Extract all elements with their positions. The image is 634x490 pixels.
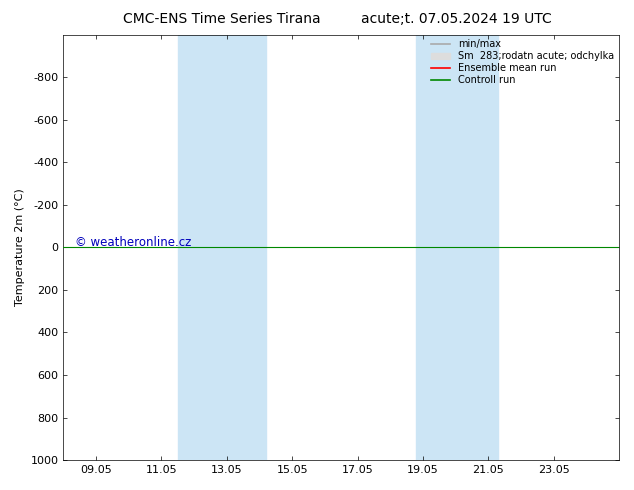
Text: acute;t. 07.05.2024 19 UTC: acute;t. 07.05.2024 19 UTC xyxy=(361,12,552,26)
Y-axis label: Temperature 2m (°C): Temperature 2m (°C) xyxy=(15,189,25,306)
Text: CMC-ENS Time Series Tirana: CMC-ENS Time Series Tirana xyxy=(123,12,321,26)
Text: © weatheronline.cz: © weatheronline.cz xyxy=(75,236,191,249)
Bar xyxy=(417,35,498,460)
Bar xyxy=(178,35,266,460)
Legend: min/max, Sm  283;rodatn acute; odchylka, Ensemble mean run, Controll run: min/max, Sm 283;rodatn acute; odchylka, … xyxy=(430,40,614,85)
